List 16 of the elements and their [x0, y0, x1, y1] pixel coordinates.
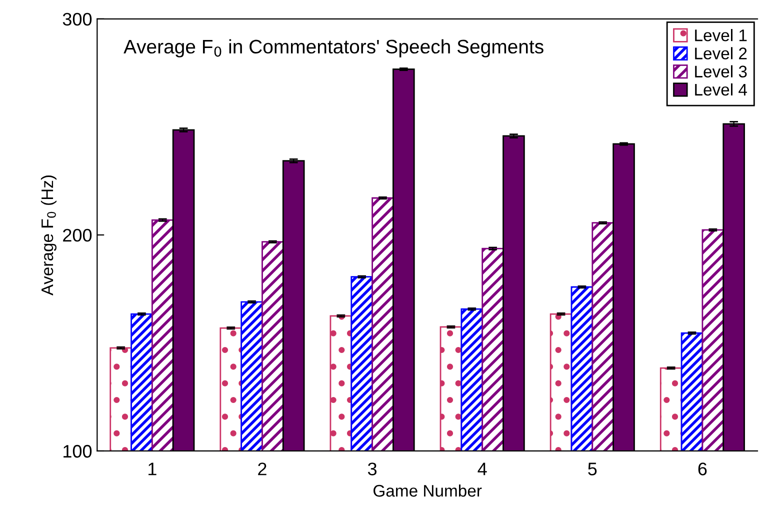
x-tick-label: 1	[148, 462, 156, 476]
x-axis-title: Game Number	[374, 484, 482, 497]
y-tick-label: 200	[63, 228, 92, 242]
legend-label: Level 3	[695, 65, 747, 78]
legend-label: Level 2	[695, 47, 747, 60]
legend-label: Level 4	[695, 83, 747, 96]
y-tick-label: 300	[62, 12, 92, 26]
x-tick-label: 2	[258, 462, 266, 476]
text: Average F$_{0}$ in Commentators' Speech Segments	[124, 39, 544, 58]
x-tick-label: 5	[588, 462, 597, 476]
y-tick-label: 100	[64, 444, 92, 458]
x-tick-label: 4	[478, 462, 487, 476]
x-tick-label: 3	[368, 462, 377, 476]
y-axis-title: Average F$_{0}$ (Hz)	[40, 176, 56, 296]
x-tick-label: 6	[698, 462, 707, 476]
legend-label: Level 1	[695, 28, 747, 42]
